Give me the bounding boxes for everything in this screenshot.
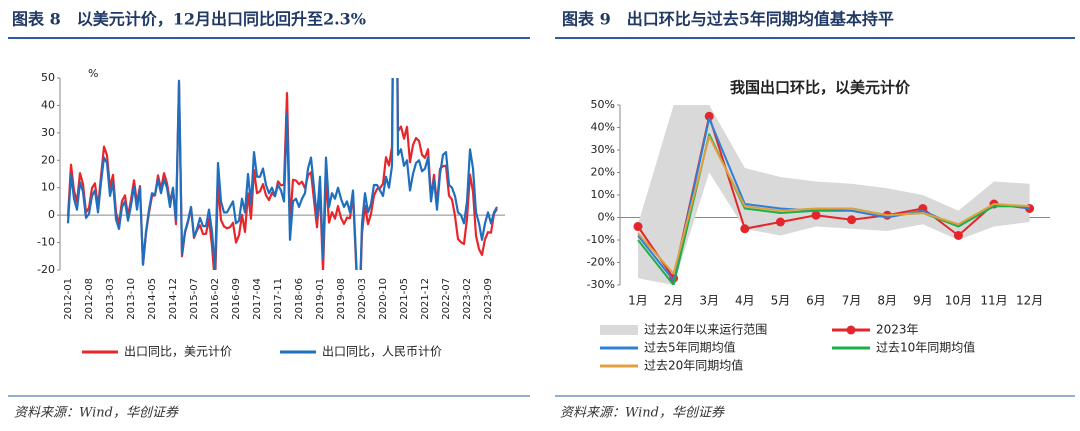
- legend-label: 过去10年同期均值: [876, 340, 975, 355]
- series-line: [66, 78, 498, 270]
- x-tick-label: 2012-01: [63, 278, 74, 320]
- y-tick-label: 40: [41, 98, 55, 111]
- x-tick-label: 4月: [735, 294, 755, 308]
- y-tick-label: 40%: [591, 121, 615, 134]
- y-tick-label: -20: [37, 263, 55, 276]
- x-tick-label: 2020-10: [378, 278, 389, 320]
- x-tick-label: 2023-02: [462, 278, 473, 320]
- legend-label: 过去20年同期均值: [644, 358, 743, 373]
- x-tick-label: 2月: [664, 294, 684, 308]
- y-tick-label: -30%: [587, 278, 615, 291]
- y-tick-label: 10: [41, 181, 55, 194]
- x-tick-label: 2023-09: [483, 278, 494, 320]
- legend-label: 出口同比，人民币计价: [322, 345, 442, 359]
- x-tick-label: 9月: [913, 294, 933, 308]
- data-point: [775, 217, 785, 227]
- series-line: [66, 78, 498, 270]
- y-tick-label: 0: [48, 208, 55, 221]
- x-tick-label: 5月: [771, 294, 791, 308]
- data-point: [953, 231, 963, 240]
- figure-caption: 图表 8 以美元计价，12月出口同比回升至2.3%: [12, 10, 366, 29]
- legend-marker: [846, 325, 856, 335]
- y-tick-label: -10: [37, 236, 55, 249]
- legend-swatch: [600, 325, 638, 335]
- x-tick-label: 2020-03: [357, 278, 368, 320]
- x-tick-label: 3月: [699, 294, 719, 308]
- x-tick-label: 2021-12: [420, 278, 431, 320]
- y-tick-label: -20%: [587, 256, 615, 269]
- legend-label: 出口同比，美元计价: [124, 345, 232, 359]
- x-tick-label: 2015-07: [189, 278, 200, 320]
- x-tick-label: 2018-06: [294, 278, 305, 320]
- x-tick-label: 12月: [1016, 294, 1043, 308]
- y-tick-label: 30%: [591, 143, 615, 156]
- plot-area: [66, 78, 498, 270]
- x-tick-label: 2022-07: [441, 278, 452, 320]
- x-tick-label: 2016-09: [231, 278, 242, 320]
- data-point: [633, 222, 643, 231]
- data-point: [740, 224, 750, 234]
- x-tick-label: 2017-11: [273, 278, 284, 320]
- x-tick-label: 2014-12: [168, 278, 179, 320]
- series-line: [637, 135, 1030, 275]
- range-band: [638, 105, 1030, 285]
- y-tick-label: 50: [41, 71, 55, 84]
- y-tick-label: 20%: [591, 166, 615, 179]
- source-note: 资料来源：Wind，华创证券: [560, 406, 725, 421]
- x-tick-label: 2017-04: [252, 278, 263, 320]
- data-point: [704, 111, 714, 121]
- x-tick-label: 6月: [806, 294, 826, 308]
- x-tick-label: 10月: [945, 294, 972, 308]
- x-tick-label: 2013-03: [105, 278, 116, 320]
- x-tick-label: 2013-10: [126, 278, 137, 320]
- data-point: [847, 215, 857, 225]
- x-tick-label: 2019-01: [315, 278, 326, 320]
- legend-label: 过去20年以来运行范围: [644, 323, 767, 337]
- y-tick-label: 50%: [591, 98, 615, 111]
- legend-label: 过去5年同期均值: [644, 340, 736, 355]
- source-note: 资料来源：Wind，华创证券: [14, 406, 179, 421]
- y-tick-label: 20: [41, 153, 55, 166]
- legend-label: 2023年: [876, 323, 919, 337]
- x-tick-label: 2014-05: [147, 278, 158, 320]
- y-tick-label: 30: [41, 126, 55, 139]
- data-point: [811, 210, 821, 220]
- x-tick-label: 2012-08: [84, 278, 95, 320]
- x-tick-label: 8月: [877, 294, 897, 308]
- plot-area: [633, 105, 1035, 285]
- y-axis-unit: %: [88, 67, 98, 80]
- y-tick-label: -10%: [587, 233, 615, 246]
- y-tick-label: 0%: [598, 211, 615, 224]
- figure-caption: 图表 9 出口环比与过去5年同期均值基本持平: [562, 10, 894, 29]
- x-tick-label: 1月: [628, 294, 648, 308]
- x-tick-label: 2016-02: [210, 278, 221, 320]
- x-tick-label: 11月: [980, 294, 1007, 308]
- chart-title: 我国出口环比，以美元计价: [730, 79, 911, 97]
- x-tick-label: 2019-08: [336, 278, 347, 320]
- y-tick-label: 10%: [591, 188, 615, 201]
- x-tick-label: 7月: [842, 294, 862, 308]
- x-tick-label: 2021-05: [399, 278, 410, 320]
